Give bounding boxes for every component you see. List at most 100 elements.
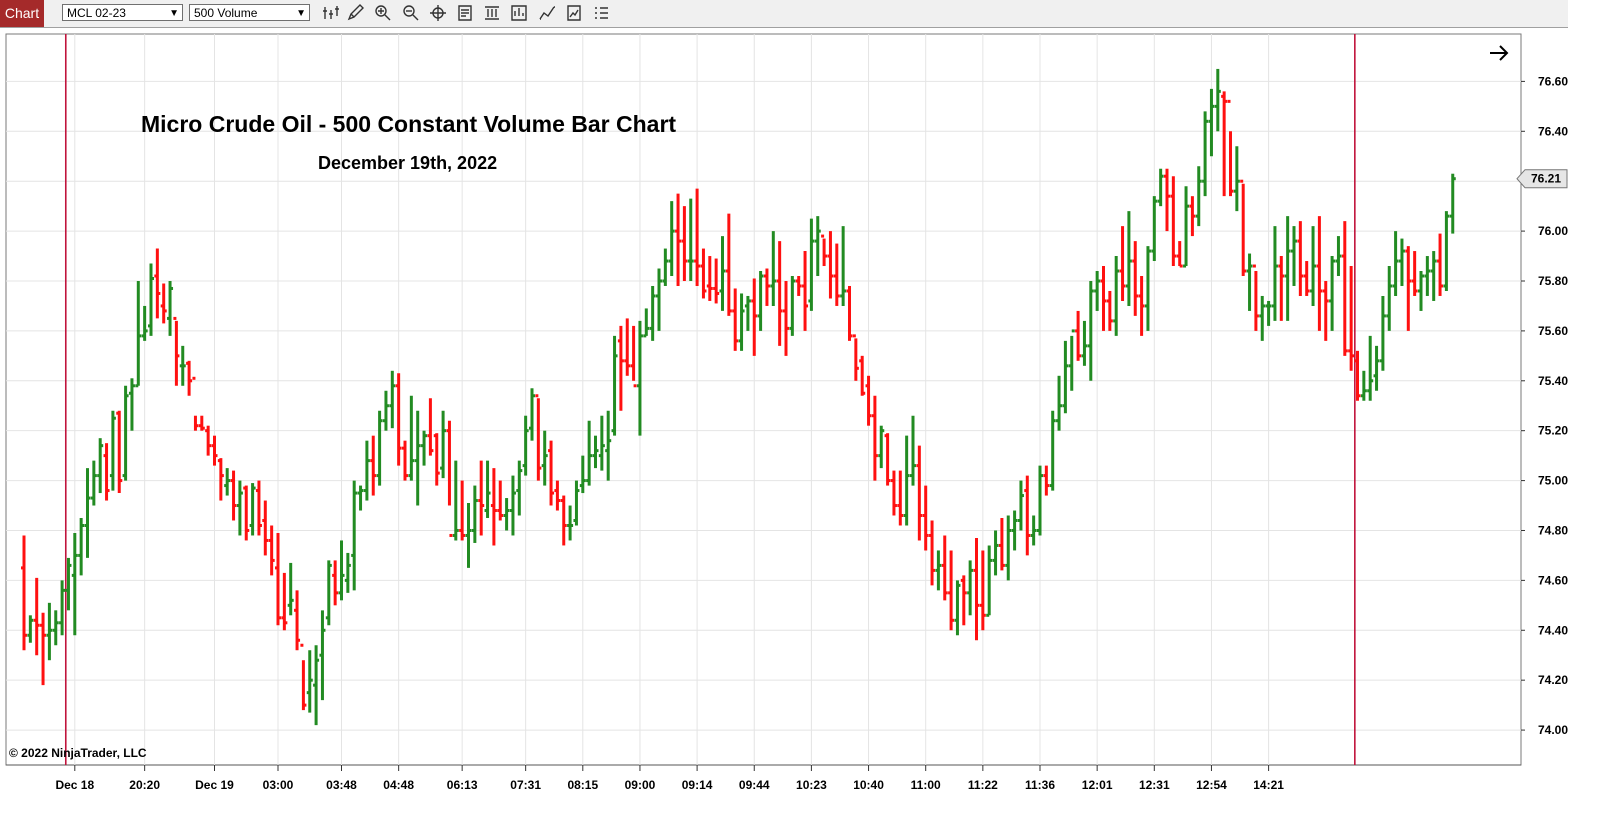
x-tick-label: 11:22 [968,778,998,792]
ohlc-bar [560,495,567,546]
ohlc-bar [744,295,751,331]
ohlc-bar [1214,68,1221,132]
ohlc-bar [1329,256,1336,331]
crosshair-icon[interactable] [429,4,447,22]
ohlc-bar [719,236,726,311]
ohlc-bar [459,480,466,541]
ohlc-bar [643,308,650,338]
ohlc-bar [1208,88,1215,157]
ohlc-bar [78,518,85,576]
ohlc-bar [186,360,193,396]
ohlc-bar [859,355,866,396]
ohlc-bar [1017,480,1024,531]
y-tick-label: 75.40 [1538,374,1568,388]
x-tick-label: 12:31 [1139,778,1170,792]
ohlc-bar [300,643,307,711]
properties-icon[interactable] [592,4,610,22]
ohlc-bar [624,318,631,376]
ohlc-bar [541,430,548,486]
ohlc-bar [230,470,237,521]
zoom-in-icon[interactable] [374,4,392,22]
ohlc-bar [763,268,770,306]
ohlc-bar [192,376,199,431]
zoom-out-icon[interactable] [402,4,420,22]
y-tick-label: 74.00 [1538,723,1568,737]
plot-area[interactable] [5,33,1522,766]
ohlc-bar [1049,410,1056,491]
ohlc-bar [21,535,27,651]
ohlc-bar [922,485,929,551]
ohlc-bar [452,460,459,541]
ohlc-bar [687,198,694,281]
ohlc-bar [1265,300,1272,326]
ohlc-bar [833,243,840,306]
ohlc-bar [1113,256,1120,336]
ohlc-bar [306,650,313,713]
ohlc-bar [198,415,205,431]
chart-tab[interactable]: Chart [0,0,44,27]
ohlc-bar [1360,370,1367,401]
chart-subtitle: December 19th, 2022 [318,153,498,173]
y-tick-label: 75.00 [1538,474,1568,488]
ohlc-bar [605,410,612,481]
ohlc-bar [268,525,275,576]
x-tick-label: 20:20 [129,778,160,792]
ohlc-bar [294,590,301,651]
period-selector[interactable]: 500 Volume ▼ [189,4,310,21]
ohlc-bar [154,248,161,319]
ohlc-bar [1303,261,1310,296]
ohlc-bar [1138,276,1145,336]
drawing-tools-icon[interactable] [538,4,556,22]
ohlc-bar [205,425,212,456]
ohlc-bar [1424,256,1431,296]
ohlc-bar [1246,253,1253,311]
ohlc-bar [243,485,250,541]
templates-icon[interactable] [565,4,583,22]
ohlc-bar [1183,186,1190,268]
data-box-icon[interactable] [456,4,474,22]
ohlc-bar [1392,231,1399,296]
ohlc-bar [262,500,269,556]
pencil-icon[interactable] [346,4,364,22]
ohlc-bar [967,560,974,616]
x-tick-label: 11:36 [1025,778,1055,792]
ohlc-bar [1418,271,1424,311]
indicators-icon[interactable] [483,4,501,22]
ohlc-bar [84,468,91,558]
ohlc-bar [649,285,656,341]
ohlc-bar [865,375,872,426]
ohlc-bar [954,580,961,636]
ohlc-bar [979,550,986,631]
ohlc-bar [573,480,580,526]
ohlc-bar [821,234,828,267]
ohlc-bar [1189,196,1196,237]
ohlc-bar [503,498,510,531]
arrow-right-icon[interactable] [1490,45,1509,61]
ohlc-bar [586,420,593,486]
ohlc-bar [567,505,574,541]
ohlc-bar [249,483,256,536]
y-tick-label: 75.80 [1538,274,1568,288]
ohlc-bar [363,440,370,501]
ohlc-bar [332,560,339,606]
ohlc-bar [287,562,294,616]
ohlc-bar [275,532,281,626]
y-tick-label: 74.40 [1538,623,1568,637]
ohlc-bar [1176,241,1183,268]
bar-type-icon[interactable] [322,4,340,22]
ohlc-bar [897,470,904,526]
chart-area[interactable]: 74.00 74.20 74.40 74.60 74.80 75.00 75.20 75.40… [0,28,1568,800]
y-tick-label: 75.60 [1538,324,1568,338]
ohlc-bar [224,468,231,496]
ohlc-bar [440,410,447,479]
ohlc-bar [795,276,802,296]
ohlc-bar [960,575,967,626]
ohlc-bar [446,420,453,537]
ohlc-bar [725,213,732,316]
chevron-down-icon: ▼ [296,8,306,19]
ohlc-bar [871,395,878,481]
y-tick-label: 76.60 [1538,74,1568,88]
strategies-icon[interactable] [510,4,528,22]
instrument-selector[interactable]: MCL 02-23 ▼ [62,4,183,21]
x-tick-label: Dec 18 [55,778,94,792]
